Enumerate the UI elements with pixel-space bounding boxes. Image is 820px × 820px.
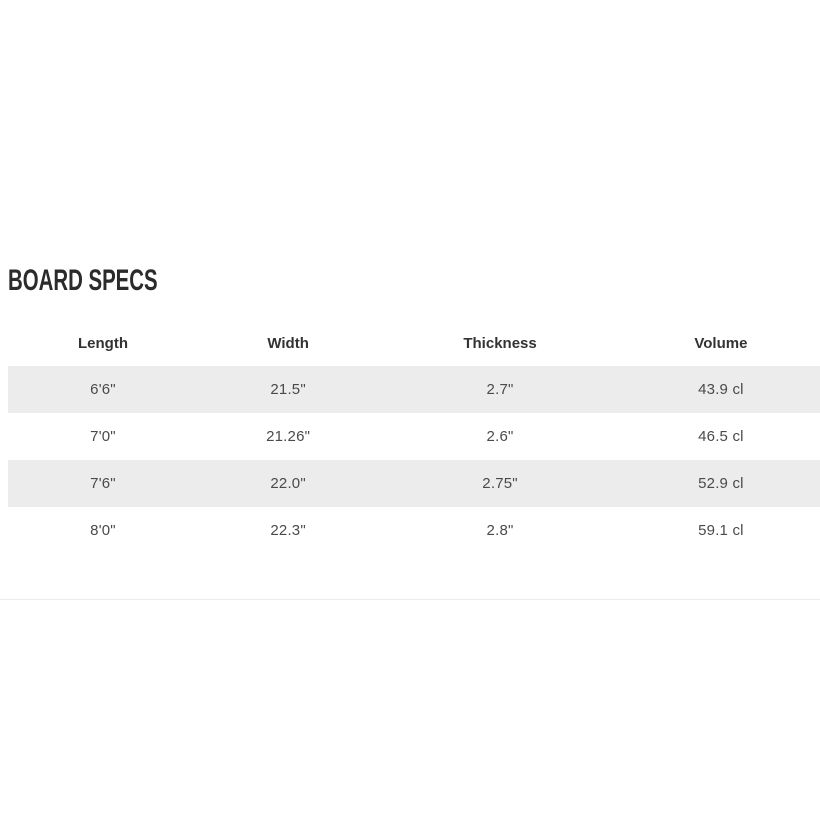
column-header-width: Width <box>198 320 379 366</box>
table-cell: 22.0" <box>198 460 379 507</box>
table-cell: 43.9 cl <box>621 366 820 413</box>
column-header-thickness: Thickness <box>378 320 622 366</box>
board-specs-table: Length Width Thickness Volume 6'6" 21.5"… <box>8 320 820 554</box>
table-cell: 59.1 cl <box>621 507 820 554</box>
table-cell: 2.75" <box>378 460 622 507</box>
section-title: BOARD SPECS <box>8 264 158 297</box>
table-row: 8'0" 22.3" 2.8" 59.1 cl <box>8 507 820 554</box>
column-header-volume: Volume <box>621 320 820 366</box>
table-cell: 2.6" <box>378 413 622 460</box>
table-cell: 2.8" <box>378 507 622 554</box>
section-divider <box>0 599 820 600</box>
table-cell: 22.3" <box>198 507 379 554</box>
table-row: 6'6" 21.5" 2.7" 43.9 cl <box>8 366 820 413</box>
table-cell: 46.5 cl <box>621 413 820 460</box>
table-cell: 21.26" <box>198 413 379 460</box>
table-cell: 21.5" <box>198 366 379 413</box>
table-header-row: Length Width Thickness Volume <box>8 320 820 366</box>
table-row: 7'0" 21.26" 2.6" 46.5 cl <box>8 413 820 460</box>
table-cell: 7'0" <box>8 413 198 460</box>
table-cell: 8'0" <box>8 507 198 554</box>
table-row: 7'6" 22.0" 2.75" 52.9 cl <box>8 460 820 507</box>
table-cell: 6'6" <box>8 366 198 413</box>
column-header-length: Length <box>8 320 198 366</box>
table-cell: 52.9 cl <box>621 460 820 507</box>
table-cell: 7'6" <box>8 460 198 507</box>
table-cell: 2.7" <box>378 366 622 413</box>
